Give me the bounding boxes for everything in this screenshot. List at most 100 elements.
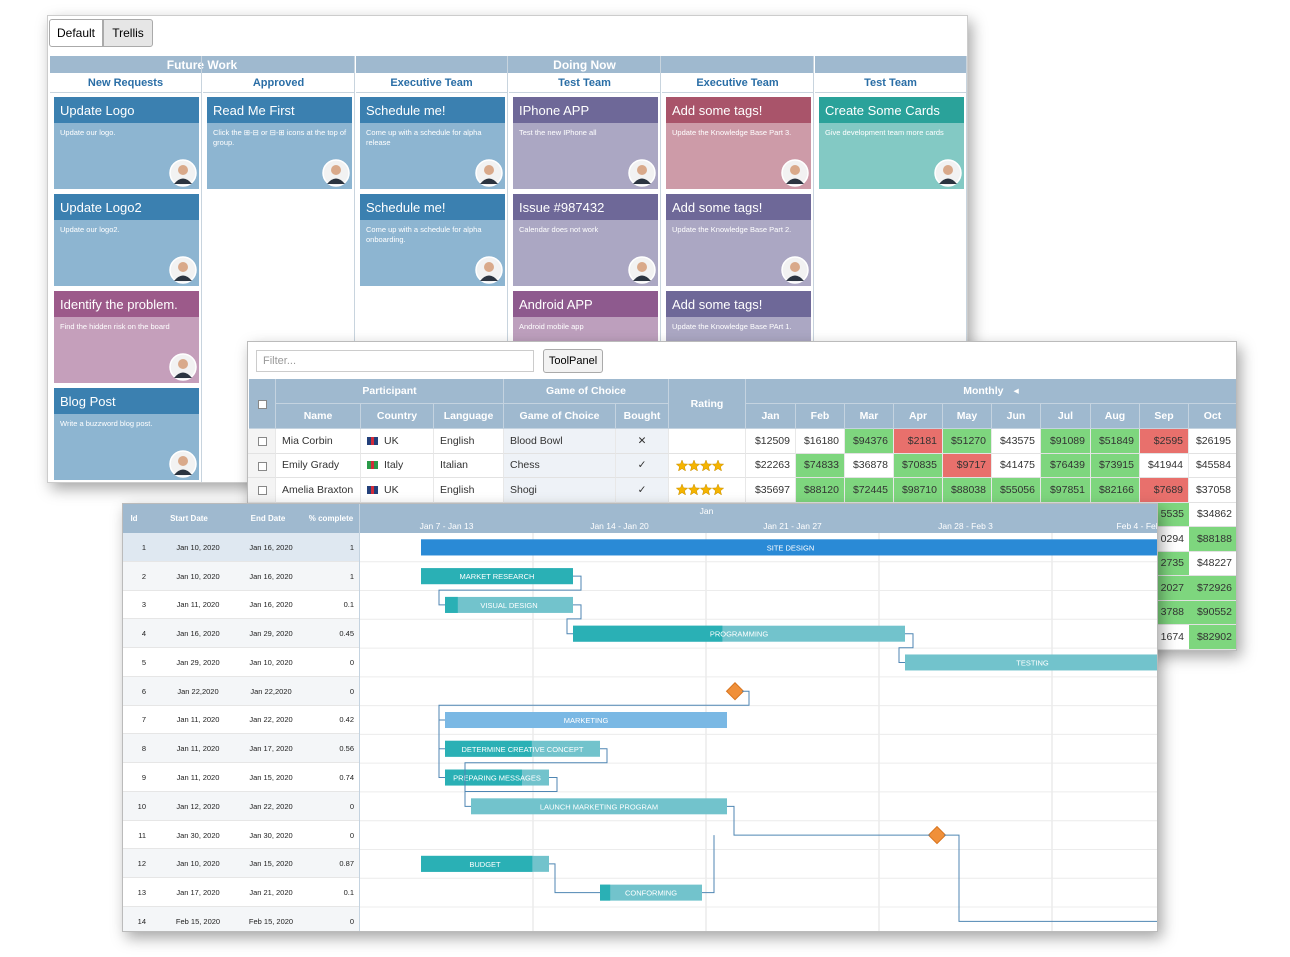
task-id: 3 — [141, 600, 146, 610]
card-title: Update Logo2 — [60, 199, 142, 215]
avatar-head — [331, 165, 341, 175]
cell: ✓ — [616, 453, 669, 478]
card[interactable]: Schedule me! Come up with a schedule for … — [360, 194, 505, 286]
row-bg — [123, 561, 359, 591]
avatar-body — [327, 178, 345, 184]
task-end: Jan 21, 2020 — [249, 888, 293, 898]
month-cell: $36878 — [845, 453, 894, 478]
country-name: Italy — [384, 459, 404, 472]
task-start: Jan 10, 2020 — [176, 542, 220, 552]
card-title: Issue #987432 — [519, 199, 605, 215]
card[interactable]: Update Logo2 Update our logo2. — [54, 194, 199, 286]
task-bar — [445, 596, 573, 613]
task-id: 6 — [141, 686, 146, 696]
column-header: Id — [123, 504, 145, 533]
filter-input[interactable]: Filter... — [256, 350, 534, 372]
toolpanel-button[interactable]: ToolPanel — [543, 349, 603, 373]
kanban-panel: Default Trellis Future Work New Requests Upd… — [47, 15, 968, 483]
group-header: Monthly ◂ — [746, 379, 1236, 404]
task-progress — [573, 625, 723, 642]
gantt-panel: Id Start Date End Date% complete Jan Jan 7 -… — [122, 503, 1158, 932]
card[interactable]: Identify the problem. Find the hidden ris… — [54, 291, 199, 383]
month-cell: $82902 — [1189, 625, 1236, 650]
card[interactable]: Add some tags! Update the Knowledge Base … — [666, 194, 811, 286]
task-complete: 0.45 — [339, 629, 354, 639]
card-text: Update the Knowledge Base Part 3. — [672, 128, 792, 137]
card[interactable]: Read Me First Click the ⊞-⊟ or ⊟-⊞ icons … — [207, 97, 352, 189]
group-header: Doing Now — [356, 56, 813, 73]
task-complete: 0.56 — [339, 744, 354, 754]
collapse-icon[interactable]: ◂ — [1013, 385, 1019, 397]
week-label: Jan 21 - Jan 27 — [763, 520, 822, 531]
card-title: Read Me First — [213, 102, 295, 118]
view-button[interactable]: Trellis — [103, 19, 153, 47]
task-start: Jan 11, 2020 — [176, 715, 220, 725]
flag-part — [371, 436, 374, 445]
country-name: UK — [384, 434, 399, 447]
dependency-link — [465, 777, 558, 793]
column-header: Sep — [1140, 404, 1189, 429]
card-text: Test the new IPhone all — [519, 128, 597, 137]
task-id: 9 — [141, 773, 146, 783]
task-progress — [421, 855, 533, 872]
task-bar — [600, 884, 702, 901]
column-header: Test Team — [815, 74, 966, 93]
checkbox[interactable] — [258, 437, 267, 446]
task-complete: 0.1 — [343, 600, 354, 610]
column-divider — [966, 56, 967, 482]
month-cell: $45584 — [1189, 454, 1236, 478]
card[interactable]: Schedule me! Come up with a schedule for … — [360, 97, 505, 189]
task-start: Jan 29, 2020 — [176, 657, 220, 667]
checkbox[interactable] — [258, 461, 267, 471]
card[interactable]: Create Some Cards Give development team m… — [819, 97, 964, 189]
card[interactable]: Update Logo Update our logo. — [54, 97, 199, 189]
group-name: Monthly — [963, 385, 1004, 397]
card[interactable]: Issue #987432 Calendar does not work — [513, 194, 658, 286]
row-bg — [123, 820, 359, 850]
flag — [367, 436, 378, 445]
avatar — [781, 256, 809, 284]
column-header: New Requests — [50, 74, 201, 93]
view-button[interactable]: Default — [49, 19, 103, 47]
star — [676, 458, 689, 471]
month-cell: $41944 — [1140, 453, 1189, 478]
month-cell: $82166 — [1091, 478, 1140, 503]
cell: English — [434, 429, 504, 454]
avatar-head — [943, 165, 953, 175]
column-header: Rating — [669, 379, 746, 429]
checkbox[interactable] — [258, 486, 267, 495]
cell: English — [434, 478, 504, 503]
card[interactable]: IPhone APP Test the new IPhone all — [513, 97, 658, 189]
row-bg — [123, 705, 359, 735]
row-bg — [123, 619, 359, 649]
task-end: Jan 15, 2020 — [249, 859, 293, 869]
month-label: Jan — [699, 506, 714, 516]
task-end: Jan 22,2020 — [250, 686, 292, 696]
month-cell: $16180 — [796, 429, 845, 454]
task-name: PREPARING MESSAGES — [453, 774, 541, 783]
avatar-body — [633, 178, 651, 184]
column-header: Bought — [616, 404, 669, 429]
checkbox[interactable] — [258, 400, 267, 409]
task-end: Jan 16, 2020 — [249, 542, 293, 552]
card-title: Schedule me! — [366, 199, 446, 215]
column-header: Executive Team — [356, 74, 507, 93]
card[interactable]: Add some tags! Update the Knowledge Base … — [666, 97, 811, 189]
task-complete: 0 — [349, 801, 354, 811]
star — [699, 458, 713, 471]
card[interactable]: Blog Post Write a buzzword blog post. — [54, 388, 199, 480]
month-cell: $51849 — [1091, 429, 1140, 454]
task-start: Jan 16, 2020 — [176, 629, 220, 639]
row-bg — [123, 791, 359, 821]
column-header: May — [943, 404, 992, 429]
row-bg — [123, 878, 359, 907]
card-text: Find the hidden risk on the board — [60, 322, 170, 331]
task-start: Jan 17, 2020 — [176, 888, 220, 898]
task-name: LAUNCH MARKETING PROGRAM — [540, 802, 658, 811]
task-id: 2 — [141, 571, 146, 581]
dependency-link — [727, 805, 930, 836]
card-title: Update Logo — [60, 102, 135, 118]
column-header: Oct — [1189, 404, 1236, 429]
avatar — [169, 353, 197, 381]
avatar — [169, 256, 197, 284]
